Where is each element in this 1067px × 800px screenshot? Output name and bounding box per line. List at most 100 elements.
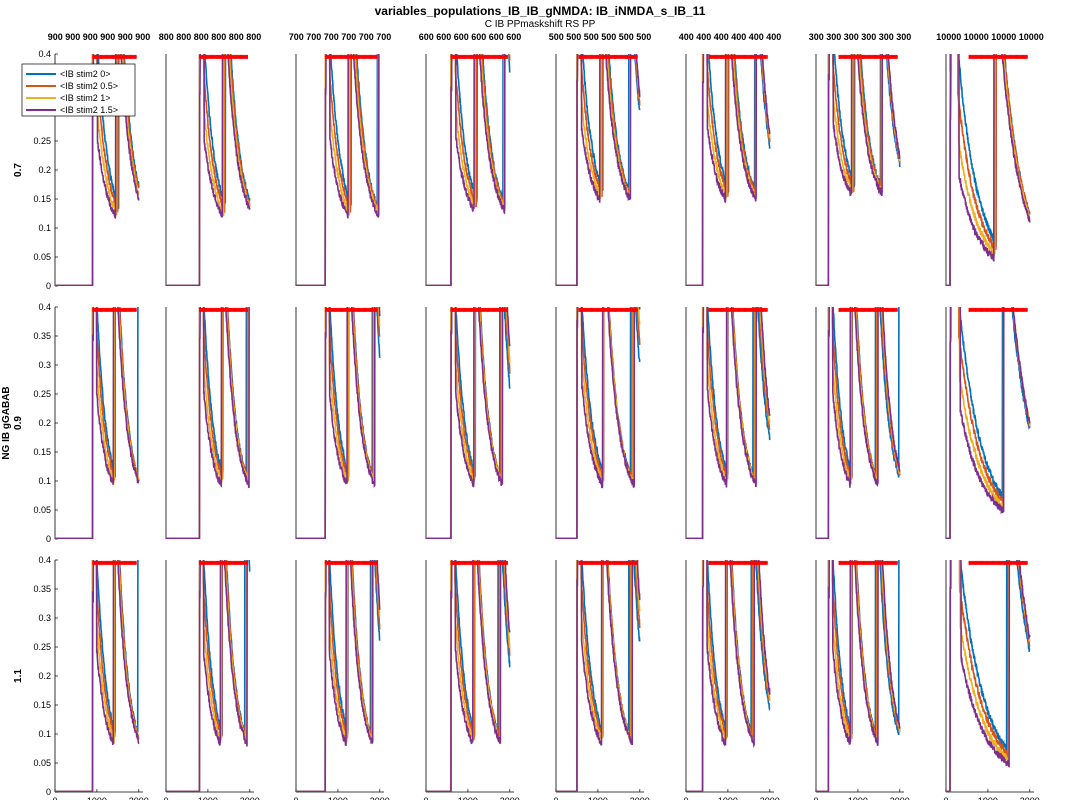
series-line-4 [686,560,771,792]
series-line-3 [166,54,251,286]
series-line-1 [426,54,511,286]
y-tick-label: 0 [46,534,51,544]
series-line-4 [816,307,901,539]
y-tick-label: 0.25 [33,136,51,146]
series-line-1 [686,560,771,792]
subplot-r1-c4: 600 600 600 600 600 600 [419,32,521,286]
x-tick-label: 0 [683,796,688,800]
y-tick-label: 0.25 [33,642,51,652]
series-line-4 [556,54,641,286]
series-group [556,560,641,792]
y-tick-label: 0.1 [38,729,51,739]
series-line-3 [686,307,771,539]
x-tick-label: 0 [553,796,558,800]
series-group [166,560,251,792]
column-header: 800 800 800 800 800 800 [159,32,262,42]
subplot-r2-c3 [295,307,381,539]
series-group [426,560,511,792]
series-group [166,54,251,286]
row-label-group: NG IB gGABAB 0.9 [1,386,24,459]
series-line-4 [296,54,380,286]
subplot-r2-c1: 0 0.05 0.1 0.15 0.2 0.25 0.3 0.35 0.4 [33,302,140,544]
x-tick-label: 0 [423,796,428,800]
series-line-2 [426,54,511,286]
series-line-3 [946,560,1031,792]
y-tick-label: 0.35 [33,331,51,341]
series-line-1 [556,307,641,539]
x-tick-label: 2000 [370,796,390,800]
y-tick-label: 0.4 [38,555,51,565]
x-tick-label: 0 [943,796,948,800]
y-tick-label: 0.25 [33,389,51,399]
column-header: 300 300 300 300 300 300 [809,32,912,42]
row-label-value: 0.7 [13,163,24,177]
subplot-r3-c3: 0 1000 2000 [293,560,390,800]
column-header: 700 700 700 700 700 700 [289,32,392,42]
legend-entry: <IB stim2 1.5> [60,105,118,115]
series-line-4 [55,307,140,539]
y-tick-label: 0.4 [38,302,51,312]
series-line-4 [946,54,1031,286]
series-line-2 [946,54,1031,286]
x-tick-label: 0 [163,796,168,800]
series-line-4 [296,307,381,539]
row-label-group: 0.7 [13,163,24,177]
series-line-4 [426,54,506,286]
series-group [296,307,381,539]
series-line-4 [686,307,771,539]
x-tick-label: 0 [52,796,57,800]
x-tick-label: 1000 [458,796,478,800]
series-line-3 [296,560,381,792]
series-group [55,560,140,792]
subplot-r2-c4 [425,307,511,539]
x-tick-label: 2000 [890,796,910,800]
y-tick-label: 0 [46,281,51,291]
y-tick-label: 0.05 [33,758,51,768]
subplot-r1-c7: 300 300 300 300 300 300 [809,32,912,286]
series-line-4 [426,307,511,539]
series-line-3 [946,54,1031,286]
x-tick-label: 2000 [760,796,780,800]
legend-entry: <IB stim2 1> [60,93,111,103]
series-line-3 [426,54,511,286]
x-tick-label: 2000 [630,796,650,800]
series-group [816,560,901,792]
series-group [166,307,250,539]
series-group [55,54,140,286]
series-line-4 [166,560,248,792]
x-tick-label: 1000 [848,796,868,800]
subplot-r2-c6 [685,307,771,539]
series-line-4 [946,307,1031,539]
y-tick-label: 0.05 [33,252,51,262]
column-header: 400 400 400 400 400 400 [679,32,782,42]
series-line-2 [296,560,381,792]
series-group [816,307,901,539]
series-line-2 [426,307,511,539]
x-tick-label: 1000 [718,796,738,800]
series-group [556,307,641,539]
subplot-r3-c6: 0 1000 2000 [683,560,780,800]
series-line-4 [946,560,1031,792]
series-group [816,54,901,286]
column-header: 10000 10000 10000 10000 [936,32,1044,42]
y-tick-label: 0.15 [33,700,51,710]
y-tick-label: 0.15 [33,447,51,457]
subplot-r2-c2 [165,307,250,539]
series-line-4 [166,307,250,539]
series-line-4 [816,560,901,792]
row-label-group: 1.1 [13,669,24,683]
series-line-4 [816,54,901,286]
x-tick-label: 2000 [240,796,260,800]
x-tick-label: 2000 [500,796,520,800]
figure-subtitle: C IB PPmaskshift RS PP [485,19,596,30]
y-tick-label: 0.2 [38,165,51,175]
subplot-r2-c7 [815,307,901,539]
series-line-2 [556,54,641,286]
x-tick-label: 1000 [588,796,608,800]
series-line-4 [556,307,641,539]
series-group [296,54,380,286]
x-tick-label: 1000 [198,796,218,800]
x-tick-label: 2000 [1020,796,1040,800]
subplot-r1-c8: 10000 10000 10000 10000 [936,32,1044,286]
